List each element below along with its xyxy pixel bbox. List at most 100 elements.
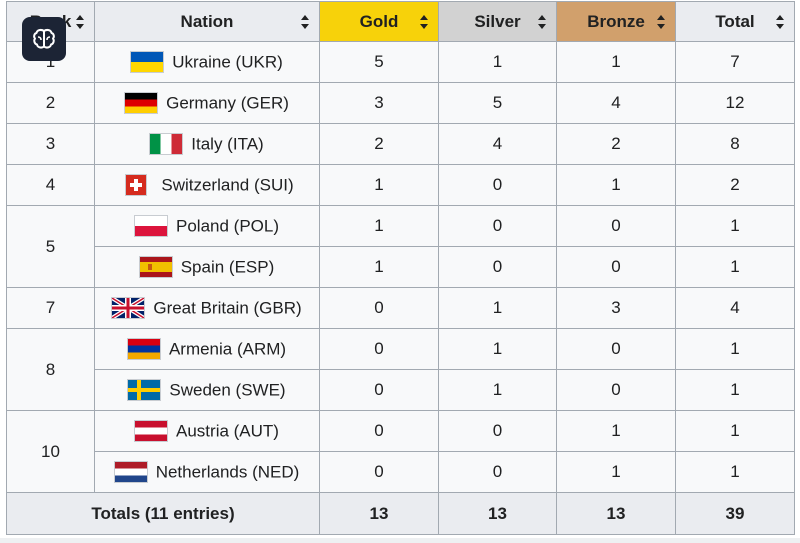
total-cell: 1: [675, 205, 795, 247]
page-bottom-edge: [0, 538, 800, 543]
gold-cell: 1: [319, 205, 439, 247]
rank-cell: 5: [6, 205, 95, 288]
silver-cell: 5: [438, 82, 557, 124]
nation-cell: Italy (ITA): [94, 123, 320, 165]
total-cell: 4: [675, 287, 795, 329]
silver-cell: 0: [438, 451, 557, 493]
nation-cell: Sweden (SWE): [94, 369, 320, 411]
silver-cell: 1: [438, 328, 557, 370]
sort-icon[interactable]: [776, 14, 784, 29]
rank-cell: 7: [6, 287, 95, 329]
netherlands-flag-icon: [114, 462, 147, 483]
table-row: Spain (ESP) 1 0 0 1: [7, 246, 795, 288]
silver-cell: 1: [438, 41, 557, 83]
nation-cell: Great Britain (GBR): [94, 287, 320, 329]
silver-header[interactable]: Silver: [438, 1, 557, 42]
nation-cell: Switzerland (SUI): [94, 164, 320, 206]
table-row: 3 Italy (ITA) 2 4 2 8: [6, 123, 795, 165]
gold-cell: 1: [319, 164, 439, 206]
italy-flag-icon: [150, 134, 183, 155]
nation-link[interactable]: Spain (ESP): [180, 257, 275, 277]
table-row: 4 Switzerland (SUI) 1 0 1 2: [6, 164, 795, 206]
nation-cell: Armenia (ARM): [94, 328, 320, 370]
totals-label: Totals (11 entries): [6, 492, 320, 535]
rank-cell: 2: [6, 82, 95, 124]
sweden-flag-icon: [128, 380, 161, 401]
gold-cell: 0: [319, 369, 439, 411]
nation-link[interactable]: Great Britain (GBR): [153, 298, 302, 318]
brain-icon: [33, 28, 55, 49]
table-row: 8 Armenia (ARM) 0 1 0 1: [6, 328, 795, 411]
bronze-cell: 0: [556, 205, 676, 247]
total-cell: 1: [675, 410, 795, 452]
nation-link[interactable]: Netherlands (NED): [155, 462, 300, 482]
nation-cell: Poland (POL): [94, 205, 320, 247]
table-row: 7 Great Britain (GBR) 0 1: [6, 287, 795, 329]
header-row: Rank Nation Gold Silver Bronze Total: [6, 1, 795, 42]
nation-cell: Netherlands (NED): [94, 451, 320, 493]
total-header[interactable]: Total: [675, 1, 795, 42]
bronze-cell: 1: [556, 451, 676, 493]
gold-cell: 2: [319, 123, 439, 165]
gold-cell: 5: [319, 41, 439, 83]
silver-cell: 4: [438, 123, 557, 165]
nation-link[interactable]: Sweden (SWE): [169, 380, 286, 400]
gold-header[interactable]: Gold: [319, 1, 439, 42]
nation-link[interactable]: Armenia (ARM): [168, 339, 287, 359]
rank-cell: 10: [6, 410, 95, 493]
switzerland-flag-icon: [126, 175, 147, 196]
nation-link[interactable]: Germany (GER): [166, 93, 289, 113]
nation-cell: Austria (AUT): [94, 410, 320, 452]
sort-icon[interactable]: [301, 14, 309, 29]
bronze-cell: 4: [556, 82, 676, 124]
silver-header-label: Silver: [474, 11, 521, 31]
total-cell: 7: [675, 41, 795, 83]
nation-link[interactable]: Austria (AUT): [176, 421, 279, 441]
bronze-cell: 3: [556, 287, 676, 329]
table-row: 10 Austria (AUT) 0 0 1 1: [6, 410, 795, 493]
gold-cell: 0: [319, 328, 439, 370]
nation-header-label: Nation: [180, 11, 234, 31]
silver-cell: 0: [438, 410, 557, 452]
bronze-cell: 1: [556, 410, 676, 452]
great-britain-flag-icon: [112, 298, 145, 319]
gold-cell: 1: [319, 246, 439, 288]
bronze-header[interactable]: Bronze: [556, 1, 676, 42]
medal-table: Rank Nation Gold Silver Bronze Total 1 U…: [6, 1, 795, 535]
bronze-total-cell: 13: [556, 492, 676, 535]
silver-total-cell: 13: [438, 492, 557, 535]
nation-link[interactable]: Italy (ITA): [191, 134, 264, 154]
nation-link[interactable]: Switzerland (SUI): [161, 175, 294, 195]
totals-row: Totals (11 entries) 13 13 13 39: [6, 492, 795, 535]
nation-link[interactable]: Poland (POL): [176, 216, 279, 236]
total-cell: 1: [675, 328, 795, 370]
armenia-flag-icon: [127, 339, 160, 360]
poland-flag-icon: [135, 216, 167, 237]
table-row: 5 Poland (POL) 1 0 0 1: [6, 205, 795, 288]
table-row: Sweden (SWE) 0 1 0 1: [7, 369, 795, 411]
germany-flag-icon: [125, 93, 158, 114]
nation-cell: Ukraine (UKR): [94, 41, 320, 83]
table-row: 2 Germany (GER) 3 5 4 12: [6, 82, 795, 124]
nation-header[interactable]: Nation: [94, 1, 320, 42]
nation-link[interactable]: Ukraine (UKR): [172, 52, 283, 72]
total-header-label: Total: [715, 11, 755, 31]
silver-cell: 0: [438, 246, 557, 288]
bronze-cell: 1: [556, 164, 676, 206]
silver-cell: 0: [438, 164, 557, 206]
total-cell: 1: [675, 451, 795, 493]
assistant-button[interactable]: [22, 17, 66, 61]
ukraine-flag-icon: [131, 52, 164, 73]
table-row: Netherlands (NED) 0 0 1 1: [7, 451, 795, 493]
sort-icon[interactable]: [538, 14, 546, 29]
nation-cell: Germany (GER): [94, 82, 320, 124]
spain-flag-icon: [139, 257, 172, 278]
bronze-header-label: Bronze: [587, 11, 645, 31]
sort-icon[interactable]: [76, 14, 84, 29]
gold-cell: 0: [319, 451, 439, 493]
gold-cell: 0: [319, 287, 439, 329]
sort-icon[interactable]: [657, 14, 665, 29]
silver-cell: 1: [438, 369, 557, 411]
sort-icon[interactable]: [420, 14, 428, 29]
grand-total-cell: 39: [675, 492, 795, 535]
